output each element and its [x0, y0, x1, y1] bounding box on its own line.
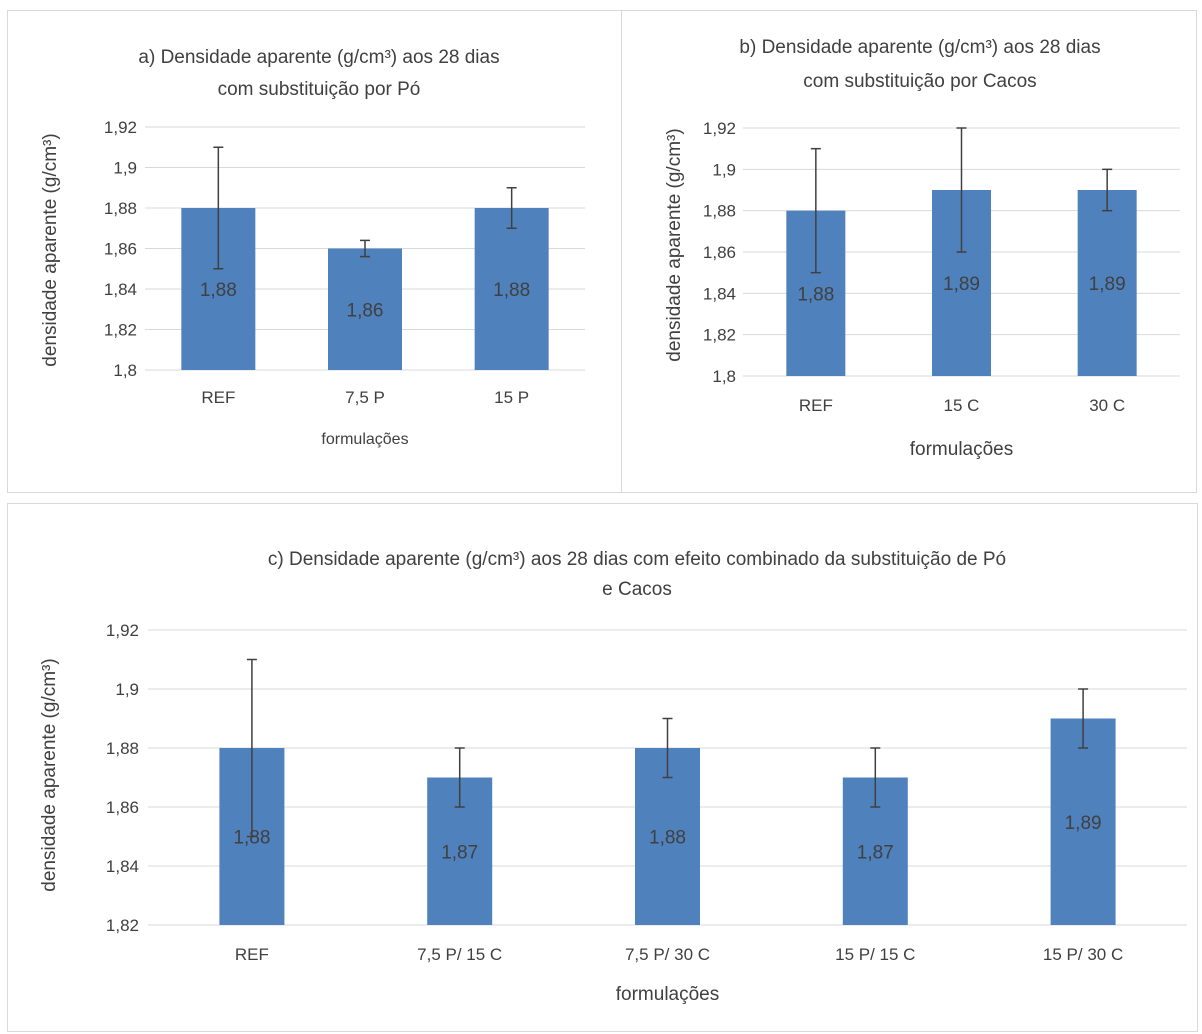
chart-title-line: e Cacos — [602, 579, 672, 600]
y-tick-label: 1,92 — [104, 118, 137, 137]
x-tick-label: REF — [201, 388, 235, 407]
y-tick-label: 1,9 — [113, 159, 137, 178]
bar — [1050, 718, 1116, 925]
y-tick-label: 1,9 — [115, 680, 139, 699]
y-axis-label: densidade aparente (g/cm³) — [40, 133, 61, 366]
chart-b: b) Densidade aparente (g/cm³) aos 28 dia… — [664, 37, 1180, 460]
panel-c-border — [7, 503, 1198, 1032]
y-axis-label: densidade aparente (g/cm³) — [664, 128, 685, 361]
x-tick-label: 7,5 P/ 15 C — [417, 945, 502, 964]
data-label: 1,88 — [797, 284, 834, 305]
chart-title-line: b) Densidade aparente (g/cm³) aos 28 dia… — [739, 37, 1100, 58]
y-tick-label: 1,84 — [104, 280, 137, 299]
x-tick-label: 15 P/ 15 C — [835, 945, 915, 964]
x-tick-label: REF — [799, 396, 833, 415]
y-tick-label: 1,86 — [104, 240, 137, 259]
chart-title-line: a) Densidade aparente (g/cm³) aos 28 dia… — [138, 47, 499, 68]
chart-a: a) Densidade aparente (g/cm³) aos 28 dia… — [40, 47, 585, 448]
panel-b-border — [621, 10, 1197, 493]
y-axis-label: densidade aparente (g/cm³) — [39, 658, 60, 891]
data-label: 1,86 — [347, 300, 384, 321]
y-tick-label: 1,82 — [703, 326, 736, 345]
data-label: 1,89 — [1089, 274, 1126, 295]
y-tick-label: 1,86 — [703, 243, 736, 262]
y-tick-label: 1,88 — [104, 199, 137, 218]
y-tick-label: 1,92 — [106, 621, 139, 640]
data-label: 1,87 — [857, 842, 894, 863]
data-label: 1,87 — [441, 842, 478, 863]
data-label: 1,88 — [233, 828, 270, 849]
data-label: 1,89 — [1065, 813, 1102, 834]
y-tick-label: 1,88 — [703, 202, 736, 221]
x-tick-label: 30 C — [1089, 396, 1125, 415]
x-tick-label: 15 P/ 30 C — [1043, 945, 1123, 964]
y-tick-label: 1,92 — [703, 119, 736, 138]
x-tick-label: 7,5 P — [345, 388, 385, 407]
y-tick-label: 1,84 — [703, 284, 736, 303]
x-tick-label: 15 P — [494, 388, 529, 407]
x-axis-label: formulações — [321, 431, 408, 448]
y-tick-label: 1,8 — [712, 367, 736, 386]
y-tick-label: 1,82 — [104, 321, 137, 340]
y-tick-label: 1,88 — [106, 739, 139, 758]
data-label: 1,88 — [493, 280, 530, 301]
y-tick-label: 1,9 — [712, 160, 736, 179]
y-tick-label: 1,84 — [106, 857, 139, 876]
chart-title-line: c) Densidade aparente (g/cm³) aos 28 dia… — [268, 549, 1006, 570]
chart-c: c) Densidade aparente (g/cm³) aos 28 dia… — [39, 549, 1187, 1005]
data-label: 1,88 — [200, 280, 237, 301]
x-tick-label: REF — [235, 945, 269, 964]
y-tick-label: 1,86 — [106, 798, 139, 817]
chart-title-line: com substituição por Pó — [218, 79, 421, 100]
bar — [474, 208, 549, 370]
x-axis-label: formulações — [616, 984, 720, 1005]
y-tick-label: 1,8 — [113, 361, 137, 380]
bar — [1077, 190, 1137, 376]
data-label: 1,89 — [943, 274, 980, 295]
x-tick-label: 7,5 P/ 30 C — [625, 945, 710, 964]
x-axis-label: formulações — [910, 439, 1014, 460]
data-label: 1,88 — [649, 828, 686, 849]
y-tick-label: 1,82 — [106, 916, 139, 935]
x-tick-label: 15 C — [944, 396, 980, 415]
bar — [328, 248, 402, 370]
chart-title-line: com substituição por Cacos — [803, 71, 1036, 92]
